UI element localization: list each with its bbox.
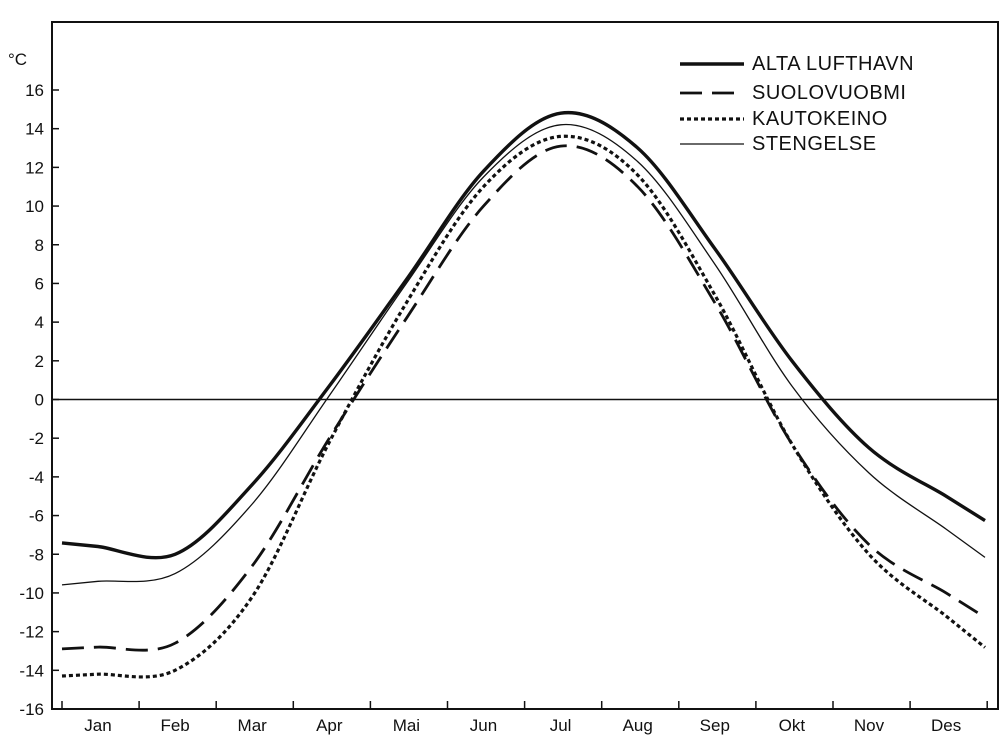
legend-label-stengelse: STENGELSE: [752, 133, 877, 155]
y-unit-label: °C: [8, 50, 27, 69]
y-tick-label: -16: [19, 700, 44, 719]
x-tick-label: Jan: [84, 716, 111, 735]
y-tick-label: 16: [25, 81, 44, 100]
y-tick-label: 8: [35, 236, 44, 255]
legend: ALTA LUFTHAVN SUOLOVUOBMI KAUTOKEINO STENGE…: [680, 53, 914, 155]
x-tick-label: Mai: [393, 716, 420, 735]
y-tick-label: -8: [29, 545, 44, 564]
series-lines: [61, 110, 986, 679]
series-line-suolovuobmi: [61, 144, 986, 652]
y-tick-label: 6: [35, 274, 44, 293]
y-tick-label: 12: [25, 158, 44, 177]
x-tick-label: Apr: [316, 716, 343, 735]
y-tick-label: 10: [25, 197, 44, 216]
x-tick-label: Feb: [160, 716, 189, 735]
x-axis: Jan Feb Mar Apr Mai Jun Jul Aug Sep Okt Nov Des: [61, 701, 988, 735]
legend-label-alta-lufthavn: ALTA LUFTHAVN: [752, 53, 914, 75]
series-line-alta-lufthavn: [61, 110, 986, 560]
legend-label-kautokeino: KAUTOKEINO: [752, 108, 888, 130]
y-tick-label: -12: [19, 623, 44, 642]
legend-label-suolovuobmi: SUOLOVUOBMI: [752, 82, 906, 104]
y-tick-label: 0: [35, 391, 44, 410]
y-tick-label: -2: [29, 429, 44, 448]
y-tick-label: 2: [35, 352, 44, 371]
y-tick-label: -4: [29, 468, 44, 487]
y-tick-label: -10: [19, 584, 44, 603]
x-tick-label: Nov: [854, 716, 885, 735]
x-tick-label: Aug: [623, 716, 653, 735]
x-tick-label: Jul: [550, 716, 572, 735]
x-tick-label: Jun: [470, 716, 497, 735]
series-line-stengelse: [61, 123, 986, 586]
x-tick-label: Mar: [238, 716, 268, 735]
y-tick-label: 4: [35, 313, 44, 332]
x-tick-label: Sep: [700, 716, 730, 735]
y-axis: 16 14 12 10 8 6 4 2 0 -2 -4 -6 -8 -10 -12 -14 -16: [19, 81, 59, 719]
series-line-kautokeino: [61, 134, 986, 679]
y-tick-label: -6: [29, 507, 44, 526]
y-tick-label: 14: [25, 120, 44, 139]
x-tick-label: Okt: [779, 716, 806, 735]
x-tick-label: Des: [931, 716, 961, 735]
y-tick-label: -14: [19, 661, 44, 680]
